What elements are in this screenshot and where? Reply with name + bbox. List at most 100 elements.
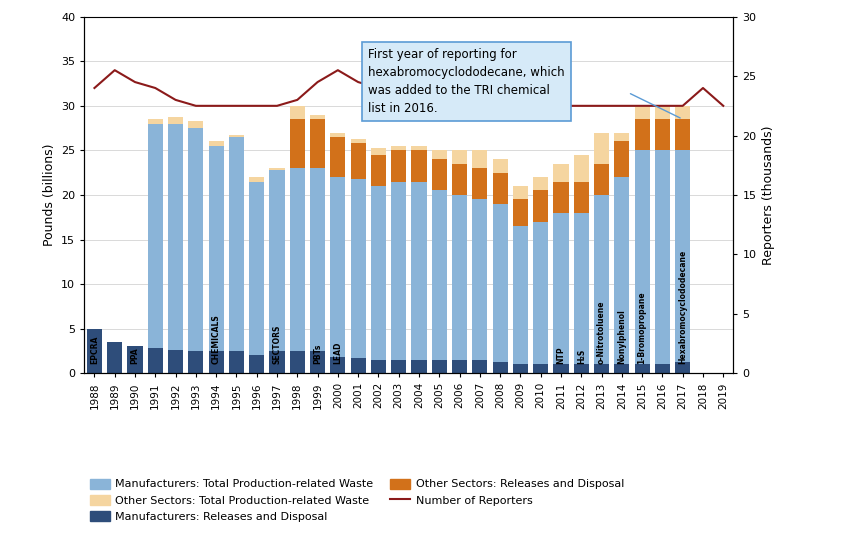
Bar	[351, 179, 366, 358]
Text: SECTORS: SECTORS	[272, 325, 282, 364]
Bar	[188, 351, 203, 373]
Bar	[655, 364, 670, 373]
Bar	[148, 124, 163, 348]
Bar	[168, 124, 183, 350]
Bar	[513, 199, 528, 226]
Bar	[513, 186, 528, 199]
Bar	[310, 115, 325, 119]
Bar	[655, 119, 670, 150]
Bar	[148, 119, 163, 124]
Bar	[492, 204, 507, 363]
Bar	[351, 139, 366, 143]
Bar	[492, 159, 507, 173]
Bar	[675, 363, 690, 373]
Bar	[310, 351, 325, 373]
Bar	[533, 364, 548, 373]
Bar	[452, 360, 467, 373]
Bar	[635, 150, 650, 364]
Bar	[635, 106, 650, 119]
Bar	[208, 351, 223, 373]
Bar	[208, 141, 223, 146]
Text: 1-Bromopropane: 1-Bromopropane	[637, 292, 647, 364]
Bar	[310, 168, 325, 351]
Bar	[635, 364, 650, 373]
Legend: Manufacturers: Total Production-related Waste, Other Sectors: Total Production-r: Manufacturers: Total Production-related …	[90, 478, 624, 522]
Bar	[208, 146, 223, 351]
Text: NTP: NTP	[556, 346, 566, 364]
Bar	[574, 182, 589, 213]
Bar	[553, 213, 568, 364]
Bar	[615, 177, 630, 364]
Text: H₂S: H₂S	[577, 349, 586, 364]
Bar	[452, 150, 467, 164]
Text: o-Nitrotoluene: o-Nitrotoluene	[597, 301, 606, 364]
Bar	[371, 155, 386, 186]
Bar	[371, 148, 386, 155]
Bar	[615, 133, 630, 141]
Bar	[330, 177, 346, 357]
Bar	[432, 159, 447, 190]
Bar	[492, 363, 507, 373]
Bar	[391, 146, 406, 150]
Bar	[127, 346, 142, 373]
Bar	[107, 342, 122, 373]
Bar	[330, 357, 346, 373]
Text: LEAD: LEAD	[333, 342, 342, 364]
Bar	[574, 155, 589, 182]
Bar	[635, 119, 650, 150]
Bar	[594, 195, 609, 364]
Bar	[228, 137, 244, 351]
Bar	[411, 146, 427, 150]
Bar	[655, 106, 670, 119]
Bar	[270, 170, 285, 351]
Bar	[228, 351, 244, 373]
Bar	[574, 213, 589, 364]
Bar	[250, 182, 265, 355]
Text: CHEMICALS: CHEMICALS	[212, 315, 221, 364]
Bar	[87, 329, 102, 373]
Bar	[290, 351, 305, 373]
Bar	[391, 360, 406, 373]
Bar	[228, 135, 244, 137]
Bar	[594, 164, 609, 195]
Text: Nonylphenol: Nonylphenol	[617, 310, 626, 364]
Bar	[148, 348, 163, 373]
Bar	[250, 177, 265, 182]
Bar	[513, 226, 528, 364]
Bar	[270, 168, 285, 170]
Bar	[290, 119, 305, 168]
Bar	[411, 182, 427, 360]
Bar	[432, 150, 447, 159]
Bar	[553, 364, 568, 373]
Bar	[574, 364, 589, 373]
Bar	[675, 119, 690, 150]
Bar	[310, 119, 325, 168]
Bar	[351, 143, 366, 179]
Bar	[411, 150, 427, 182]
Bar	[432, 360, 447, 373]
Bar	[290, 106, 305, 119]
Text: First year of reporting for
hexabromocyclododecane, which
was added to the TRI c: First year of reporting for hexabromocyc…	[368, 48, 565, 115]
Bar	[655, 150, 670, 364]
Bar	[371, 360, 386, 373]
Bar	[290, 168, 305, 351]
Bar	[432, 190, 447, 360]
Bar	[411, 360, 427, 373]
Bar	[675, 106, 690, 119]
Bar	[168, 350, 183, 373]
Bar	[615, 141, 630, 177]
Bar	[553, 164, 568, 182]
Text: EPCRA: EPCRA	[90, 336, 99, 364]
Bar	[391, 150, 406, 182]
Bar	[533, 190, 548, 222]
Bar	[472, 360, 487, 373]
Bar	[330, 137, 346, 177]
Bar	[452, 195, 467, 360]
Bar	[615, 364, 630, 373]
Text: Hexabromocyclododecane: Hexabromocyclododecane	[679, 250, 687, 364]
Bar	[472, 199, 487, 360]
Bar	[472, 168, 487, 199]
Bar	[553, 182, 568, 213]
Bar	[472, 150, 487, 168]
Bar	[594, 364, 609, 373]
